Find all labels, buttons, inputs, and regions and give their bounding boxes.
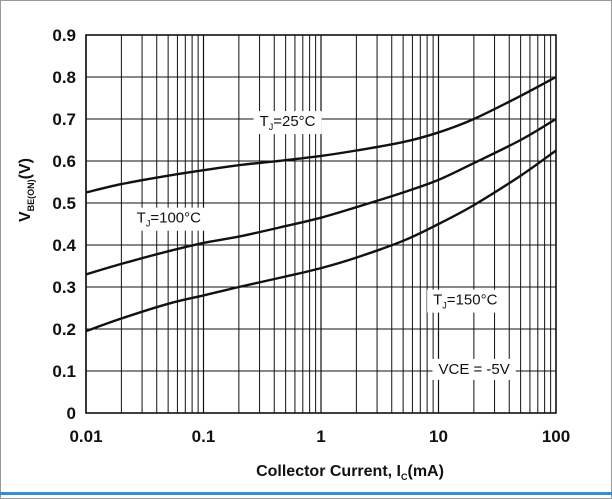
series-line [85, 149, 557, 333]
annotation: TJ=25°C [253, 111, 322, 135]
annotation-rest: =25°C [273, 113, 315, 130]
y-axis-title-main: V [17, 211, 34, 222]
annotation-label: TJ=25°C [260, 113, 316, 132]
annotation-background [427, 289, 504, 313]
annotation: TJ=100°C [130, 207, 208, 231]
x-tick-label: 1 [316, 427, 325, 446]
x-axis-title: Collector Current, IC(mA) [256, 463, 444, 482]
annotation-main: T [433, 292, 442, 309]
y-tick-label: 0.2 [52, 320, 76, 339]
series-line [85, 117, 557, 276]
y-tick-label: 0.3 [52, 278, 76, 297]
x-axis-title-unit: (mA) [407, 463, 443, 480]
annotation-label: TJ=150°C [433, 292, 497, 311]
annotation-sub: J [269, 122, 274, 132]
y-tick-label: 0.7 [52, 110, 76, 129]
tick-labels: 0.01 0.1 1 10 100 0 0.1 0.2 0.3 0.4 0.5 0.6 0.7 0.8 0.… [52, 26, 570, 446]
x-tick-label: 0.1 [192, 427, 216, 446]
annotation-background [130, 207, 208, 231]
y-tick-label: 0.8 [52, 68, 76, 87]
plot-area-frame [85, 34, 557, 414]
y-tick-label: 0.1 [52, 362, 76, 381]
annotation-label: VCE = -5V [439, 361, 510, 378]
annotation-sub: J [442, 301, 447, 311]
annotation: TJ=150°C [427, 289, 504, 313]
annotation-rest: =150°C [447, 292, 498, 309]
annotation-main: T [260, 113, 269, 130]
x-tick-label: 10 [429, 427, 448, 446]
annotation-main: VCE = -5V [439, 361, 510, 378]
x-tick-label: 100 [542, 427, 570, 446]
x-axis-title-main: Collector Current, I [256, 463, 401, 480]
y-axis-title: VBE(ON)(V) [17, 158, 36, 222]
y-tick-label: 0.4 [52, 236, 76, 255]
annotation-label: TJ=100°C [137, 210, 201, 229]
annotation-main: T [137, 210, 146, 227]
bottom-accent-bar [0, 492, 612, 495]
x-axis-title-sub: C [401, 472, 408, 482]
annotation-rest: =100°C [150, 210, 201, 227]
x-tick-label: 0.01 [69, 427, 102, 446]
curves [85, 75, 557, 333]
y-axis-title-unit: (V) [17, 158, 34, 179]
y-tick-label: 0.5 [52, 194, 76, 213]
annotation-background [253, 111, 322, 135]
annotation-sub: J [146, 219, 151, 229]
annotation-background [432, 358, 516, 380]
y-tick-label: 0.6 [52, 152, 76, 171]
plot-area-border [85, 34, 557, 414]
y-tick-label: 0 [67, 404, 76, 423]
series-line [85, 75, 557, 194]
y-tick-label: 0.9 [52, 26, 76, 45]
annotation: VCE = -5V [432, 358, 516, 380]
y-axis-title-sub: BE(ON) [26, 179, 36, 211]
